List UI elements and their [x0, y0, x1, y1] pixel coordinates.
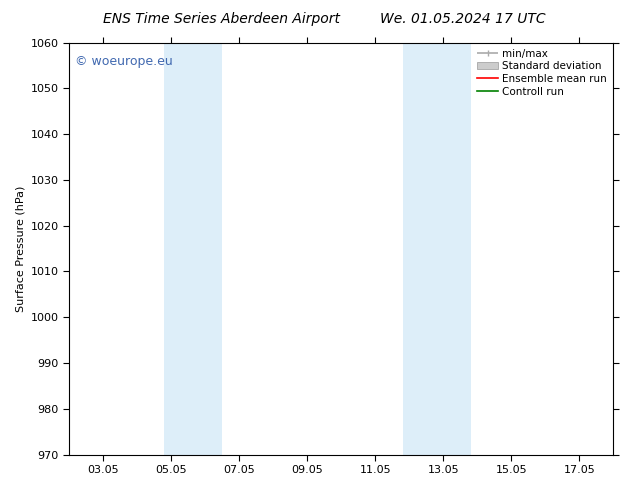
Bar	[164, 43, 222, 455]
Text: ENS Time Series Aberdeen Airport: ENS Time Series Aberdeen Airport	[103, 12, 340, 26]
Text: We. 01.05.2024 17 UTC: We. 01.05.2024 17 UTC	[380, 12, 546, 26]
Text: © woeurope.eu: © woeurope.eu	[75, 55, 172, 68]
Y-axis label: Surface Pressure (hPa): Surface Pressure (hPa)	[15, 185, 25, 312]
Bar	[403, 43, 470, 455]
Legend: min/max, Standard deviation, Ensemble mean run, Controll run: min/max, Standard deviation, Ensemble me…	[474, 46, 611, 100]
